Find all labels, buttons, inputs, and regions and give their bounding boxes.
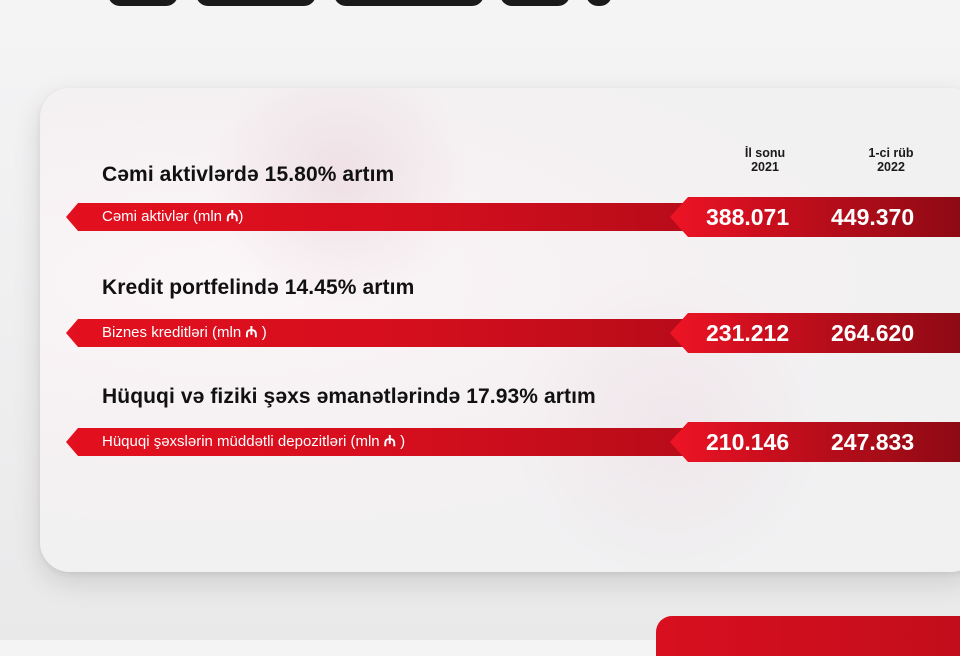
label-ribbon xyxy=(66,428,706,456)
value-ribbon xyxy=(670,197,960,237)
manat-icon: ₼ xyxy=(383,433,396,450)
value-ribbon xyxy=(670,422,960,462)
stat-label-text: Hüquqi şəxslərin müddətli depozitləri (m… xyxy=(102,433,384,450)
bottom-red-panel xyxy=(656,616,960,656)
cropped-page-title xyxy=(0,0,960,6)
section-title-credit-portfolio: Kredit portfelində 14.45% artım xyxy=(102,276,415,299)
stat-row-business-loans: Biznes kreditləri (mln ₼ ) 231.212 264.6… xyxy=(66,313,960,353)
stat-label: Hüquqi şəxslərin müddətli depozitləri (m… xyxy=(102,428,405,456)
column-header-2021: İl sonu 2021 xyxy=(710,146,820,174)
column-header-2022-line1: 1-ci rüb xyxy=(868,146,914,160)
column-header-2021-line1: İl sonu xyxy=(744,146,786,160)
value-2021: 231.212 xyxy=(706,320,790,346)
stat-row-term-deposits: Hüquqi şəxslərin müddətli depozitləri (m… xyxy=(66,422,960,462)
column-header-2021-line2: 2021 xyxy=(751,160,779,174)
column-header-2022: 1-ci rüb 2022 xyxy=(836,146,946,174)
column-header-2022-line2: 2022 xyxy=(877,160,905,174)
stat-label-close: ) xyxy=(395,433,406,450)
section-title-deposits: Hüquqi və fiziki şəxs əmanətlərində 17.9… xyxy=(102,385,596,408)
manat-icon: ₼ xyxy=(245,324,258,341)
label-ribbon xyxy=(66,319,706,347)
manat-icon: ₼ xyxy=(226,208,239,225)
value-2021: 210.146 xyxy=(706,429,790,455)
value-2021: 388.071 xyxy=(706,204,790,230)
section-title-total-assets: Cəmi aktivlərdə 15.80% artım xyxy=(102,163,395,186)
value-2022: 247.833 xyxy=(831,429,915,455)
stat-label-close: ) xyxy=(257,324,267,341)
value-2022: 449.370 xyxy=(831,204,915,230)
stat-label-text: Cəmi aktivlər (mln xyxy=(102,208,227,225)
stat-label: Biznes kreditləri (mln ₼ ) xyxy=(102,319,267,347)
stat-label-text: Biznes kreditləri (mln xyxy=(102,324,246,341)
stat-row-total-assets: Cəmi aktivlər (mln ₼) 388.071 449.370 xyxy=(66,197,960,237)
value-ribbon xyxy=(670,313,960,353)
stat-label-close: ) xyxy=(238,208,244,225)
value-2022: 264.620 xyxy=(831,320,915,346)
stat-label: Cəmi aktivlər (mln ₼) xyxy=(102,203,243,231)
label-ribbon xyxy=(66,203,706,231)
